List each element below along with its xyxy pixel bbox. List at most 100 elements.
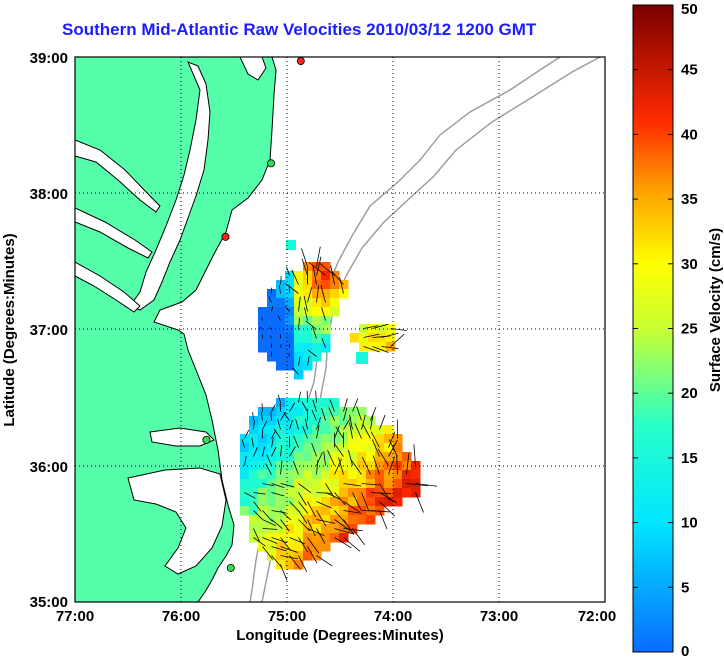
current-vector [277, 315, 281, 321]
x-axis-label: Longitude (Degrees:Minutes) [236, 627, 444, 644]
velocity-cell [276, 470, 286, 480]
current-vector [253, 501, 262, 512]
current-vector [253, 446, 258, 457]
x-tick-label: 74:00 [374, 608, 412, 625]
current-vector [271, 546, 287, 552]
velocity-cell [312, 307, 322, 317]
y-tick-label: 39:00 [30, 50, 68, 67]
velocity-cell [276, 524, 286, 534]
velocity-cell [339, 488, 349, 498]
velocity-cell [249, 416, 259, 426]
current-vector [293, 435, 299, 448]
velocity-cell [393, 488, 403, 498]
current-vector [343, 501, 360, 513]
velocity-cell [348, 416, 358, 426]
velocity-cell [330, 425, 340, 435]
current-vector [316, 246, 321, 267]
velocity-cell [357, 434, 367, 444]
velocity-cell [312, 407, 322, 417]
velocity-cell [294, 361, 304, 371]
current-vector [298, 510, 308, 524]
current-vector [244, 455, 247, 466]
current-vector [328, 407, 335, 421]
velocity-cell [339, 407, 349, 417]
current-vector [280, 276, 282, 285]
velocity-cell [411, 470, 421, 480]
velocity-cell [285, 271, 295, 281]
velocity-cell [258, 452, 268, 462]
current-vector [298, 537, 308, 553]
velocity-cell [294, 271, 304, 281]
current-vector [280, 519, 290, 532]
current-vector [301, 401, 308, 412]
current-vector [268, 296, 272, 303]
vector-field [241, 246, 438, 581]
velocity-cell [276, 488, 286, 498]
current-vector [253, 510, 263, 520]
current-vector [335, 426, 344, 439]
velocity-cell [285, 443, 295, 453]
velocity-cell [312, 533, 322, 543]
velocity-cell [321, 506, 331, 516]
velocity-cell [366, 443, 376, 453]
current-vector [390, 333, 405, 347]
velocity-cell [357, 515, 367, 525]
current-vector [316, 555, 333, 567]
current-vector [316, 519, 335, 524]
current-vector [379, 414, 386, 430]
current-vector [253, 537, 266, 547]
velocity-cell [321, 452, 331, 462]
velocity-cell [339, 289, 349, 299]
current-vector [334, 528, 353, 535]
velocity-cell [267, 416, 277, 426]
velocity-cell [384, 434, 394, 444]
velocity-cell [285, 407, 295, 417]
current-vector [320, 285, 326, 303]
velocity-cell [276, 443, 286, 453]
velocity-cell [285, 316, 295, 326]
velocity-cell [294, 560, 304, 570]
velocity-cell [312, 262, 322, 272]
current-vector [315, 390, 317, 403]
current-vector [303, 296, 308, 312]
current-vector [307, 519, 316, 537]
colorbar-tick-label: 25 [681, 321, 698, 338]
current-vector [361, 483, 379, 486]
velocity-cell [384, 470, 394, 480]
current-vector [361, 492, 369, 511]
velocity-cell [276, 334, 286, 344]
velocity-cell [249, 443, 259, 453]
current-vector [262, 528, 278, 530]
velocity-cell [402, 488, 412, 498]
velocity-cell [321, 316, 331, 326]
velocity-cell [294, 470, 304, 480]
current-vector [377, 448, 389, 466]
radar-station-marker [221, 232, 230, 241]
velocity-cell [330, 416, 340, 426]
velocity-cell [303, 262, 313, 272]
current-vector [371, 439, 380, 457]
current-vector [289, 446, 296, 457]
current-vector [406, 483, 429, 487]
velocity-cell [348, 434, 358, 444]
velocity-cell [285, 307, 295, 317]
y-tick-label: 38:00 [30, 186, 68, 203]
current-vector [330, 270, 344, 285]
velocity-cell [312, 352, 322, 362]
current-vector [316, 417, 322, 430]
current-vector [343, 407, 348, 421]
velocity-cell [366, 425, 376, 435]
velocity-cell [303, 289, 313, 299]
current-vector [334, 425, 340, 439]
velocity-cell [267, 452, 277, 462]
velocity-cell [366, 515, 376, 525]
current-vector [312, 326, 317, 339]
velocity-cell [258, 343, 268, 353]
current-vector [289, 501, 300, 512]
velocity-cell [294, 307, 304, 317]
velocity-cell [303, 316, 313, 326]
station-layer [202, 57, 305, 572]
current-vector [343, 519, 355, 536]
map-grid [75, 57, 605, 602]
